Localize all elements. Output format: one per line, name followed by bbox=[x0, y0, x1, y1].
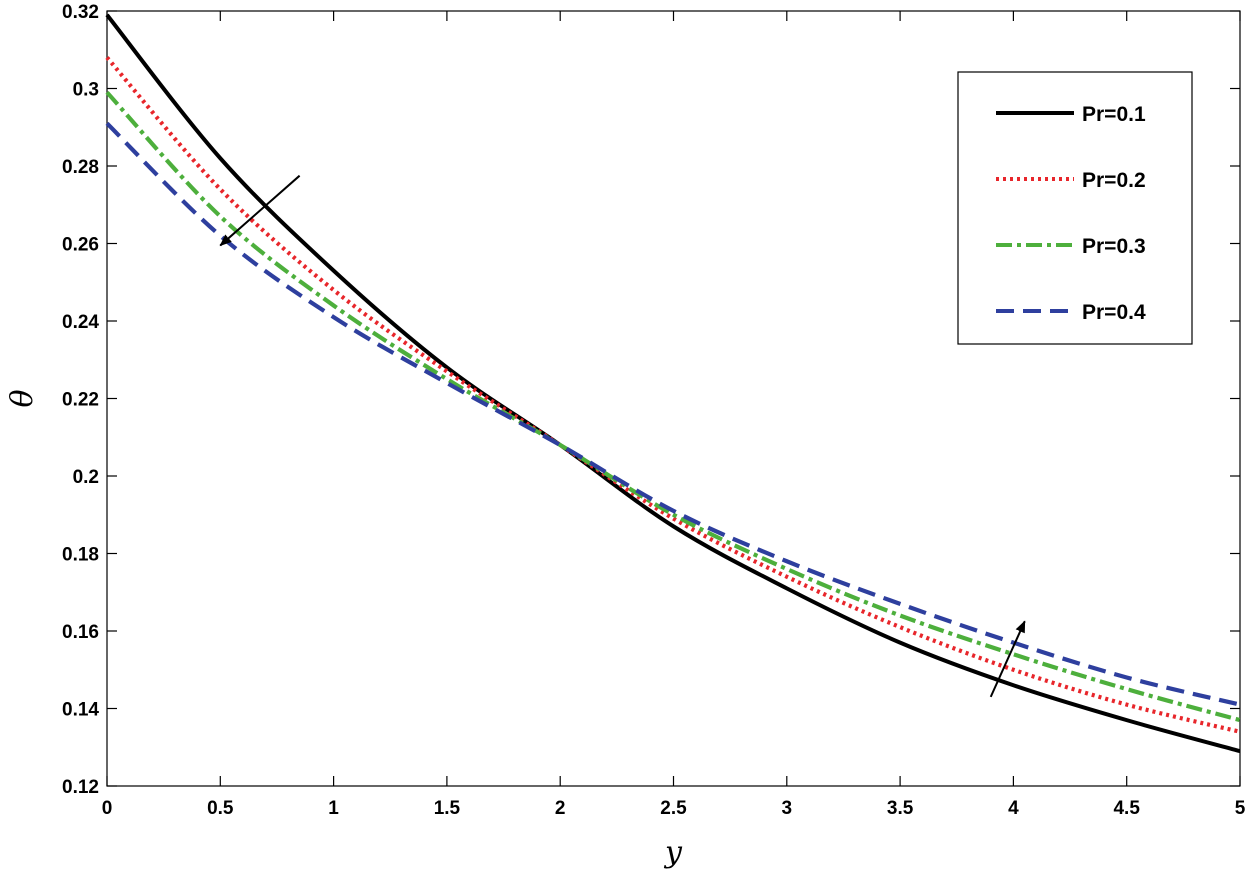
series-line-4 bbox=[105, 121, 1241, 707]
legend: Pr=0.1 Pr=0.2 Pr=0.3 Pr=0.4 bbox=[957, 71, 1193, 345]
plot-area bbox=[105, 13, 1241, 754]
x-tick-label: 2.5 bbox=[660, 798, 687, 819]
x-tick-label: 4 bbox=[1008, 798, 1019, 819]
x-tick-label: 1.5 bbox=[434, 798, 461, 819]
y-tick-label: 0.18 bbox=[62, 545, 99, 566]
x-axis-label: y bbox=[663, 835, 683, 870]
y-tick-label: 0.32 bbox=[62, 2, 99, 23]
legend-box bbox=[957, 71, 1193, 345]
y-tick-label: 0.22 bbox=[62, 390, 99, 411]
y-tick-label: 0.2 bbox=[73, 467, 99, 488]
y-tick-label: 0.12 bbox=[62, 777, 99, 798]
y-tick-label: 0.24 bbox=[62, 312, 99, 333]
legend-label-4: Pr=0.4 bbox=[1082, 301, 1146, 324]
y-axis-label: θ bbox=[5, 389, 40, 407]
x-tick-label: 4.5 bbox=[1113, 798, 1140, 819]
y-tick-label: 0.16 bbox=[62, 622, 99, 643]
x-tick-label: 3 bbox=[782, 798, 793, 819]
annotations bbox=[219, 174, 1026, 698]
x-tick-label: 2 bbox=[555, 798, 566, 819]
trend-arrow-2 bbox=[989, 620, 1026, 698]
y-tick-label: 0.26 bbox=[62, 235, 99, 256]
series-line-1 bbox=[105, 13, 1241, 754]
legend-label-2: Pr=0.2 bbox=[1082, 169, 1146, 192]
x-tick-label: 3.5 bbox=[887, 798, 914, 819]
trend-arrow-1 bbox=[219, 174, 301, 247]
y-tick-label: 0.28 bbox=[62, 157, 99, 178]
x-tick-label: 5 bbox=[1235, 798, 1246, 819]
x-tick-label: 1 bbox=[328, 798, 339, 819]
series-line-3 bbox=[105, 90, 1241, 723]
legend-label-3: Pr=0.3 bbox=[1082, 235, 1146, 258]
legend-label-1: Pr=0.1 bbox=[1082, 103, 1146, 126]
y-tick-label: 0.14 bbox=[62, 700, 99, 721]
y-tick-label: 0.3 bbox=[73, 80, 99, 101]
x-tick-label: 0.5 bbox=[207, 798, 234, 819]
axes: 0 0.5 1 1.5 2 2.5 3 3.5 4 4.5 5 0.12 0.14 0.16 0.18 0.2… bbox=[62, 2, 1246, 819]
x-tick-label: 0 bbox=[102, 798, 113, 819]
